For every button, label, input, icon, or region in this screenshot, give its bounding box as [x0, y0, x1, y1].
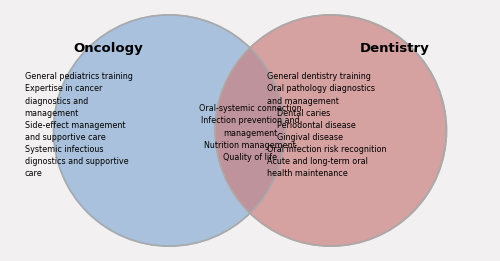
Text: General pediatrics training
Expertise in cancer
diagnostics and
management
Side-: General pediatrics training Expertise in… [24, 72, 132, 179]
Text: Oncology: Oncology [73, 42, 143, 55]
Ellipse shape [215, 15, 446, 246]
Text: Dentistry: Dentistry [360, 42, 430, 55]
Text: Oral-systemic connection
Infection prevention and
management
Nutrition managemen: Oral-systemic connection Infection preve… [198, 104, 302, 162]
Ellipse shape [54, 15, 285, 246]
Text: General dentistry training
Oral pathology diagnostics
and management
    Dental : General dentistry training Oral patholog… [267, 72, 386, 179]
